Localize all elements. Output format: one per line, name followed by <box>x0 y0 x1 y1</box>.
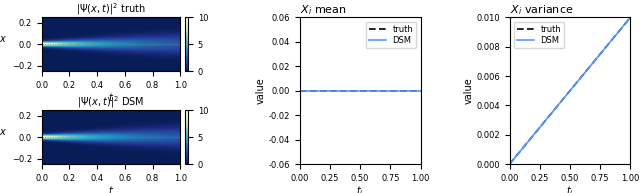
truth <box>506 163 513 165</box>
X-axis label: $t$: $t$ <box>108 184 114 193</box>
DSM <box>607 39 615 41</box>
Y-axis label: $x$: $x$ <box>0 34 8 44</box>
Title: $|\Psi(x, t)|^2$ DSM: $|\Psi(x, t)|^2$ DSM <box>77 94 145 110</box>
X-axis label: $t$: $t$ <box>108 91 114 103</box>
Line: truth: truth <box>509 17 630 164</box>
DSM <box>417 90 424 92</box>
truth <box>506 162 514 165</box>
truth <box>417 90 424 92</box>
DSM <box>578 76 586 78</box>
DSM <box>397 90 405 92</box>
DSM <box>367 90 375 92</box>
truth <box>607 39 615 41</box>
DSM <box>615 30 623 32</box>
truth <box>296 90 304 92</box>
truth <box>370 90 378 92</box>
truth <box>578 76 586 78</box>
Text: $X_i$ mean: $X_i$ mean <box>300 3 346 17</box>
truth <box>367 90 375 92</box>
Title: $|\Psi(x, t)|^2$ truth: $|\Psi(x, t)|^2$ truth <box>76 2 146 17</box>
Y-axis label: value: value <box>256 77 266 104</box>
truth <box>580 73 588 75</box>
Y-axis label: $x$: $x$ <box>0 127 8 137</box>
DSM <box>506 162 514 165</box>
DSM <box>296 90 303 92</box>
DSM <box>627 16 634 19</box>
Line: DSM: DSM <box>509 17 630 164</box>
DSM <box>370 90 378 92</box>
truth <box>296 90 303 92</box>
Legend: truth, DSM: truth, DSM <box>365 22 417 48</box>
truth <box>615 30 623 32</box>
X-axis label: $t_i$: $t_i$ <box>356 184 364 193</box>
truth <box>368 90 376 92</box>
DSM <box>368 90 376 92</box>
Text: $X_i$ variance: $X_i$ variance <box>509 3 573 17</box>
truth <box>397 90 405 92</box>
DSM <box>580 73 588 75</box>
truth <box>405 90 413 92</box>
truth <box>627 16 634 19</box>
Y-axis label: value: value <box>463 77 474 104</box>
X-axis label: $t_i$: $t_i$ <box>566 184 574 193</box>
Legend: truth, DSM: truth, DSM <box>514 22 564 48</box>
truth <box>577 76 585 78</box>
DSM <box>405 90 413 92</box>
DSM <box>296 90 304 92</box>
DSM <box>506 163 513 165</box>
DSM <box>577 76 585 78</box>
